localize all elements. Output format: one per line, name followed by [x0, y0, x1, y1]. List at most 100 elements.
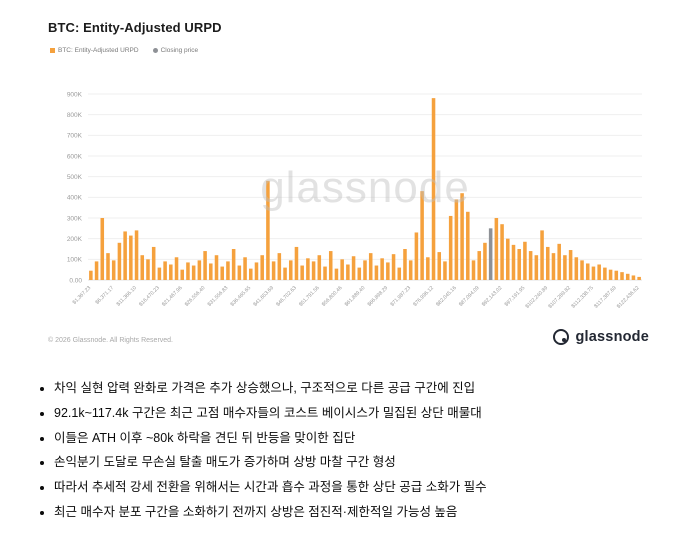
urpd-bar[interactable]: [129, 235, 133, 280]
urpd-bar[interactable]: [500, 224, 504, 280]
urpd-bar[interactable]: [283, 267, 287, 280]
urpd-bar[interactable]: [288, 260, 293, 280]
urpd-bar[interactable]: [271, 261, 276, 280]
urpd-bar[interactable]: [380, 258, 384, 280]
urpd-bar[interactable]: [89, 270, 93, 280]
urpd-bar[interactable]: [374, 265, 379, 280]
urpd-bar[interactable]: [620, 272, 624, 280]
urpd-bar[interactable]: [328, 251, 333, 280]
urpd-bar[interactable]: [317, 255, 322, 280]
urpd-bar[interactable]: [483, 242, 487, 280]
urpd-bar[interactable]: [448, 215, 453, 280]
urpd-bar[interactable]: [511, 244, 516, 280]
urpd-bar[interactable]: [123, 231, 127, 280]
urpd-bar[interactable]: [351, 256, 356, 280]
urpd-bar[interactable]: [306, 258, 310, 280]
urpd-bar[interactable]: [203, 251, 207, 280]
urpd-bar[interactable]: [94, 261, 99, 280]
closing-price-bar[interactable]: [488, 228, 493, 280]
urpd-bar[interactable]: [540, 230, 544, 280]
urpd-bar[interactable]: [523, 241, 527, 280]
urpd-bar[interactable]: [466, 211, 470, 280]
urpd-bar[interactable]: [437, 252, 442, 280]
urpd-bar[interactable]: [585, 263, 590, 280]
urpd-bar[interactable]: [420, 191, 424, 280]
urpd-bar[interactable]: [169, 264, 173, 281]
urpd-bar[interactable]: [403, 249, 407, 280]
urpd-bar[interactable]: [334, 268, 339, 280]
urpd-bar[interactable]: [608, 269, 613, 280]
urpd-bar[interactable]: [260, 255, 264, 280]
urpd-bar[interactable]: [563, 255, 567, 280]
urpd-bar[interactable]: [237, 265, 242, 280]
urpd-bar[interactable]: [117, 242, 122, 280]
urpd-bar[interactable]: [603, 267, 607, 280]
urpd-bar[interactable]: [346, 264, 350, 281]
urpd-bar[interactable]: [551, 253, 556, 280]
urpd-bar[interactable]: [220, 266, 224, 280]
urpd-bar[interactable]: [163, 261, 167, 280]
urpd-bar[interactable]: [191, 265, 196, 280]
urpd-bar[interactable]: [300, 265, 304, 280]
urpd-bar[interactable]: [226, 261, 230, 280]
legend-item-urpd[interactable]: BTC: Entity-Adjusted URPD: [50, 47, 139, 54]
urpd-bar[interactable]: [454, 199, 459, 280]
urpd-bar[interactable]: [443, 261, 447, 280]
urpd-bar[interactable]: [249, 268, 253, 280]
urpd-bar[interactable]: [631, 275, 636, 280]
urpd-bar[interactable]: [174, 257, 179, 280]
urpd-bar[interactable]: [637, 276, 641, 280]
urpd-bar[interactable]: [111, 260, 116, 280]
urpd-bar[interactable]: [368, 253, 373, 280]
urpd-bar[interactable]: [363, 260, 367, 280]
urpd-bar[interactable]: [323, 266, 327, 280]
urpd-bar[interactable]: [391, 254, 396, 280]
urpd-bar[interactable]: [614, 270, 619, 280]
urpd-bar[interactable]: [568, 250, 573, 280]
urpd-bar[interactable]: [591, 266, 596, 280]
urpd-bar[interactable]: [580, 260, 584, 280]
urpd-bar[interactable]: [340, 259, 344, 280]
urpd-bar[interactable]: [397, 267, 402, 280]
urpd-chart-svg[interactable]: 0.00 100K 200K 300K 400K 500K 600K 700K 800K 900K…: [36, 56, 648, 338]
urpd-bar[interactable]: [625, 273, 630, 280]
urpd-bar[interactable]: [151, 246, 156, 280]
urpd-bar[interactable]: [214, 255, 219, 280]
urpd-chart[interactable]: 0.00 100K 200K 300K 400K 500K 600K 700K 800K 900K…: [36, 56, 648, 338]
urpd-bar[interactable]: [106, 253, 110, 280]
urpd-bar[interactable]: [146, 259, 150, 280]
urpd-bar[interactable]: [557, 243, 561, 280]
urpd-bar[interactable]: [386, 262, 390, 280]
urpd-bar[interactable]: [277, 253, 282, 280]
urpd-bar[interactable]: [294, 246, 299, 280]
urpd-bar[interactable]: [231, 249, 236, 280]
urpd-bar[interactable]: [597, 264, 601, 281]
urpd-bar[interactable]: [186, 262, 190, 280]
legend-item-closing-price[interactable]: Closing price: [152, 47, 198, 54]
urpd-bar[interactable]: [243, 257, 247, 280]
urpd-bar[interactable]: [574, 257, 579, 280]
urpd-bar[interactable]: [545, 246, 550, 280]
urpd-bar[interactable]: [528, 251, 533, 280]
urpd-bar[interactable]: [134, 230, 139, 280]
urpd-bar[interactable]: [180, 269, 185, 280]
urpd-bar[interactable]: [534, 255, 539, 280]
urpd-bar[interactable]: [460, 193, 464, 280]
urpd-bar[interactable]: [197, 260, 202, 280]
urpd-bar[interactable]: [140, 255, 145, 280]
urpd-bar[interactable]: [431, 98, 436, 280]
urpd-bar[interactable]: [426, 257, 430, 280]
urpd-bar[interactable]: [254, 262, 259, 280]
urpd-bar[interactable]: [506, 238, 510, 280]
urpd-bar[interactable]: [477, 251, 481, 280]
urpd-bar[interactable]: [414, 232, 419, 280]
urpd-bar[interactable]: [357, 267, 362, 280]
urpd-bar[interactable]: [209, 263, 213, 280]
urpd-bar[interactable]: [157, 267, 162, 280]
urpd-bar[interactable]: [311, 261, 316, 280]
urpd-bar[interactable]: [494, 218, 499, 280]
urpd-bar[interactable]: [408, 260, 413, 280]
urpd-bar[interactable]: [471, 260, 476, 280]
urpd-bar[interactable]: [517, 249, 521, 280]
urpd-bar[interactable]: [266, 180, 270, 280]
